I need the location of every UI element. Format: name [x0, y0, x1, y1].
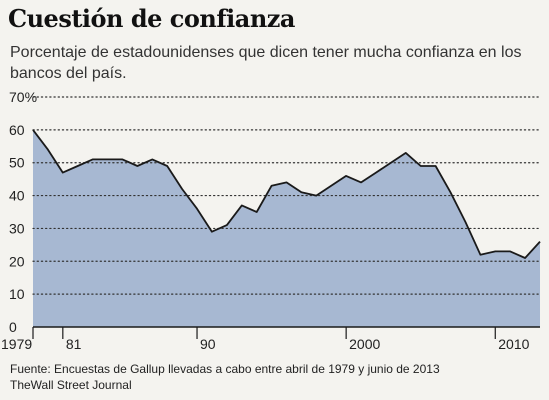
publisher-credit: TheWall Street Journal — [10, 378, 132, 392]
x-tick-label-2000: 2000 — [349, 336, 380, 352]
data-point-2004 — [405, 152, 407, 154]
data-point-1994 — [256, 211, 258, 213]
data-point-1987 — [151, 158, 153, 160]
data-point-2013 — [539, 240, 541, 242]
data-point-1988 — [166, 165, 168, 167]
data-point-2007 — [449, 191, 451, 193]
data-point-1989 — [181, 188, 183, 190]
source-note: Fuente: Encuestas de Gallup llevadas a c… — [10, 362, 440, 376]
data-point-1986 — [136, 165, 138, 167]
data-point-1983 — [91, 158, 93, 160]
data-point-1993 — [241, 204, 243, 206]
x-tick-label-1979: 1979 — [1, 336, 32, 352]
data-point-1979 — [32, 129, 34, 131]
series-line — [32, 129, 541, 259]
data-point-2000 — [345, 175, 347, 177]
y-tick-label-20: 20 — [9, 253, 25, 269]
data-point-2001 — [360, 181, 362, 183]
data-point-1999 — [330, 185, 332, 187]
data-point-1985 — [121, 158, 123, 160]
y-tick-label-50: 50 — [9, 155, 25, 171]
data-point-1981 — [62, 171, 64, 173]
y-tick-label-40: 40 — [9, 188, 25, 204]
data-point-1984 — [106, 158, 108, 160]
data-point-2011 — [509, 250, 511, 252]
data-point-2003 — [390, 162, 392, 164]
x-tick-label-1990: 90 — [200, 336, 216, 352]
chart-source: Fuente: Encuestas de Gallup llevadas a c… — [10, 361, 440, 393]
data-point-1982 — [77, 165, 79, 167]
data-point-2010 — [494, 250, 496, 252]
data-point-1991 — [211, 231, 213, 233]
chart-subtitle: Porcentaje de estadounidenses que dicen … — [10, 44, 522, 82]
data-point-2008 — [464, 221, 466, 223]
x-tick-label-2010: 2010 — [498, 336, 529, 352]
y-tick-label-70: 70% — [9, 89, 37, 105]
y-tick-label-30: 30 — [9, 220, 25, 236]
chart-title: Cuestión de confianza — [8, 4, 295, 33]
data-point-2002 — [375, 171, 377, 173]
x-tick-label-1981: 81 — [66, 336, 82, 352]
data-point-1998 — [315, 194, 317, 196]
data-point-1996 — [285, 181, 287, 183]
data-point-2009 — [479, 254, 481, 256]
data-point-2005 — [420, 165, 422, 167]
data-point-1997 — [300, 191, 302, 193]
data-point-2006 — [434, 165, 436, 167]
y-tick-label-0: 0 — [9, 319, 17, 335]
y-tick-label-60: 60 — [9, 122, 25, 138]
data-point-1992 — [226, 224, 228, 226]
y-tick-label-10: 10 — [9, 286, 25, 302]
data-point-1990 — [196, 208, 198, 210]
data-point-2012 — [524, 257, 526, 259]
data-point-1995 — [270, 185, 272, 187]
data-point-1980 — [47, 148, 49, 150]
